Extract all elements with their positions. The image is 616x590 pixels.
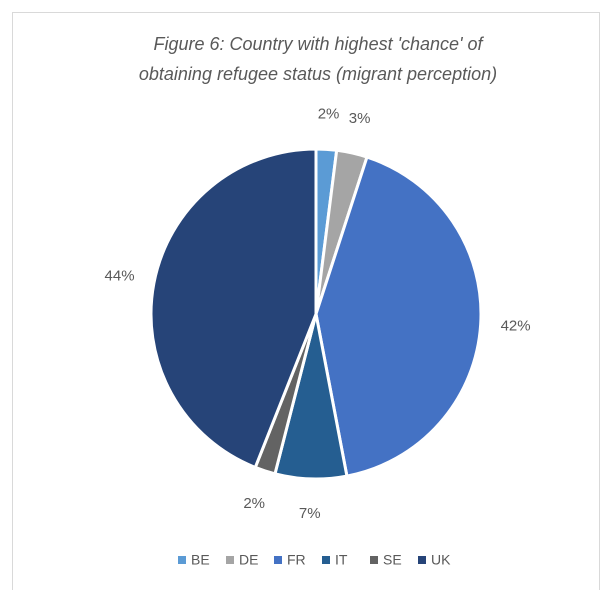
data-label: 44%	[105, 267, 135, 284]
legend-swatch	[322, 556, 330, 564]
legend-label: DE	[239, 552, 258, 568]
legend-swatch	[418, 556, 426, 564]
legend-label: UK	[431, 552, 451, 568]
legend-swatch	[370, 556, 378, 564]
data-label: 7%	[299, 505, 321, 522]
data-label: 2%	[243, 495, 265, 512]
data-label: 42%	[501, 318, 531, 335]
legend-label: SE	[383, 552, 402, 568]
legend-label: IT	[335, 552, 348, 568]
legend-swatch	[178, 556, 186, 564]
chart-title: Figure 6: Country with highest 'chance' …	[153, 34, 484, 54]
chart-title: obtaining refugee status (migrant percep…	[139, 64, 497, 84]
data-label: 2%	[318, 105, 340, 122]
data-label: 3%	[349, 110, 371, 127]
pie-slice	[149, 147, 318, 470]
pie-slice	[314, 155, 483, 478]
legend-swatch	[274, 556, 282, 564]
legend-label: BE	[191, 552, 210, 568]
legend-swatch	[226, 556, 234, 564]
legend-label: FR	[287, 552, 306, 568]
